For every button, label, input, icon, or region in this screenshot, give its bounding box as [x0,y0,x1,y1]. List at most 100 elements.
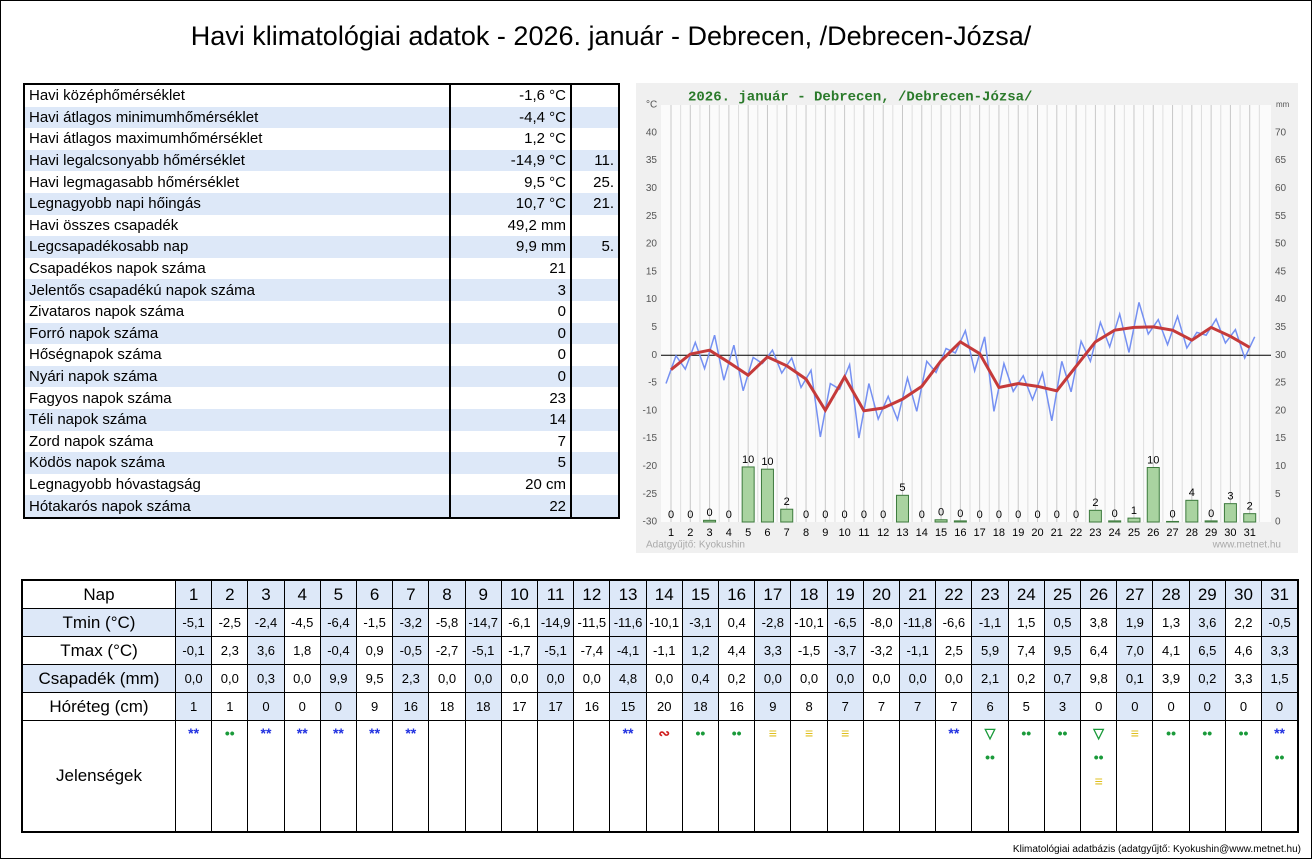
phenomenon-symbol: ∾ [658,725,671,741]
daily-value: 4,4 [718,636,756,665]
y2-tick-label: 25 [1275,378,1287,389]
summary-value: 7 [449,430,571,453]
x-tick-label: 25 [1128,527,1140,539]
daily-value: -6,6 [935,608,973,637]
phenomenon-symbol: ≡ [1094,773,1103,789]
summary-label: Zivataros napok száma [29,303,185,321]
daily-value: -2,4 [247,608,285,637]
phenomenon-symbol: ** [622,725,634,741]
daily-value: 1,3 [1152,608,1190,637]
daily-value: -2,5 [211,608,249,637]
bar [953,520,967,523]
summary-row: Havi összes csapadék 49,2 mm [24,214,619,237]
x-tick-label: 2 [687,527,693,539]
summary-row: Csapadékos napok száma 21 [24,257,619,280]
y-tick-label: -20 [643,461,658,472]
day-header: 6 [356,579,394,609]
phenomena-cell: ** [319,720,358,833]
daily-value: 16 [392,692,430,721]
y-tick-label: -30 [643,517,658,528]
bar [1127,517,1141,523]
row-label: Csapadék (mm) [21,664,176,693]
y-tick-label: 35 [646,155,658,166]
daily-value: 0,1 [1116,664,1154,693]
day-header: 1 [174,579,213,609]
summary-day: 21. [570,192,619,215]
phenomenon-symbol: ▽ [1093,725,1105,741]
phenomenon-symbol: ▽ [984,725,996,741]
x-tick-label: 3 [707,527,713,539]
row-label: Tmax (°C) [21,636,176,665]
daily-value: 0 [1080,692,1118,721]
x-tick-label: 28 [1186,527,1198,539]
phenomena-cell: ** [174,720,213,833]
y2-tick-label: 35 [1275,322,1287,333]
summary-label: Fagyos napok száma [29,389,172,407]
x-tick-label: 21 [1051,527,1063,539]
bar [703,519,717,523]
summary-label: Havi átlagos maximumhőmérséklet [29,130,263,148]
day-header: 4 [283,579,321,609]
summary-value: 1,2 °C [449,128,571,150]
daily-value: -0,5 [1261,608,1299,637]
day-header: 17 [754,579,792,609]
x-tick-label: 20 [1031,527,1043,539]
y2-tick-label: 45 [1275,266,1287,277]
daily-value: 8 [790,692,828,721]
daily-value: 3,3 [1224,664,1263,693]
y2-unit: mm [1276,100,1290,109]
phenomena-cell [573,720,611,833]
daily-value: 2,3 [392,664,430,693]
daily-value: -0,4 [319,636,358,665]
day-header: 2 [211,579,249,609]
daily-value: 0 [1261,692,1299,721]
x-tick-label: 11 [858,527,869,539]
summary-day: 11. [570,149,619,172]
daily-value: 16 [718,692,756,721]
x-tick-label: 14 [916,527,928,539]
day-header: 21 [899,579,937,609]
day-header: 29 [1188,579,1226,609]
summary-day [570,452,619,474]
day-header: 30 [1224,579,1263,609]
y-tick-label: 20 [646,239,658,250]
daily-value: 7 [935,692,973,721]
day-header: 8 [428,579,466,609]
daily-value: -11,5 [573,608,611,637]
summary-day [570,214,619,237]
daily-value: 0,4 [718,608,756,637]
bar-value-label: 0 [668,509,674,521]
day-header: 11 [537,579,575,609]
daily-value: 0,0 [826,664,864,693]
header-row: Nap 1 2 3 4 5 6 7 8 9 10 11 12 13 14 15 16 17 18 19 20 21 22 23… [21,579,1299,609]
daily-value: 0 [319,692,358,721]
bar [1088,509,1102,523]
summary-value: 20 cm [449,473,571,496]
day-header: 28 [1152,579,1190,609]
page-title: Havi klimatológiai adatok - 2026. január… [190,21,1032,51]
daily-value: -10,1 [645,608,683,637]
day-header: 19 [826,579,864,609]
bar-value-label: 0 [1073,509,1079,521]
summary-value: -4,4 °C [449,106,571,129]
phenomenon-symbol: ** [1274,725,1285,741]
bar-value-label: 0 [861,509,867,521]
credit-left: Adatgyűjtő: Kyokushin [646,540,745,551]
daily-value: 18 [681,692,720,721]
y-tick-label: 0 [651,350,657,361]
summary-label: Zord napok száma [29,432,154,450]
phenomena-row: Jelenségek ** •• ** ** ** ** ** ** ∾ •• •• ≡ ≡ ≡ ** ▽ •• •… [21,720,1299,833]
daily-value: 0,0 [428,664,466,693]
daily-value: 18 [464,692,502,721]
bar [1223,503,1237,523]
phenomena-cell: ** [283,720,321,833]
y-tick-label: -5 [648,378,657,389]
y-tick-label: 15 [646,266,658,277]
daily-table: Nap 1 2 3 4 5 6 7 8 9 10 11 12 13 14 15 16 17 18 19 20 21 22 23… [21,579,1299,833]
x-tick-label: 10 [838,527,850,539]
daily-value: 1,8 [283,636,321,665]
daily-value: 0,0 [211,664,249,693]
day-header: 14 [645,579,683,609]
phenomenon-symbol: •• [731,725,742,741]
